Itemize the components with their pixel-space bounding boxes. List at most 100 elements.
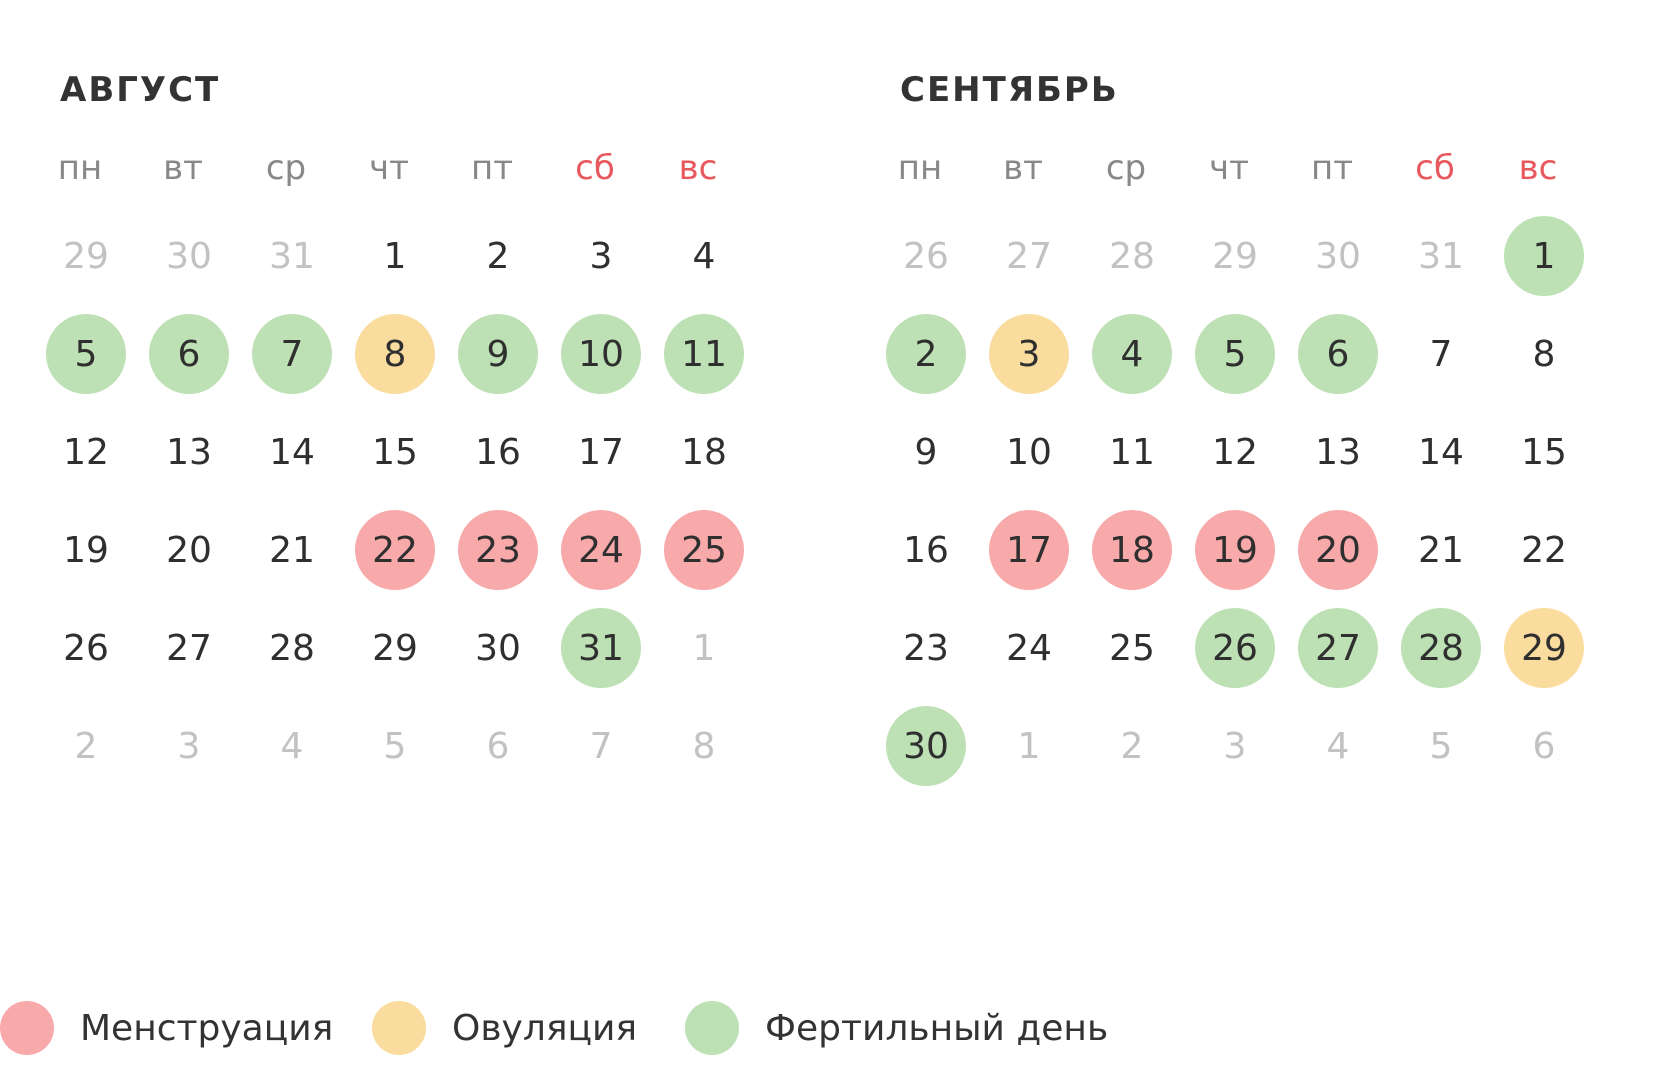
day-cell[interactable]: 24 [1006, 627, 1052, 669]
day-cell[interactable]: 27 [166, 627, 212, 669]
day-cell[interactable]: 29 [1504, 608, 1584, 688]
day-cell-other-month[interactable]: 2 [1120, 725, 1144, 767]
day-cell[interactable]: 22 [355, 510, 435, 590]
day-cell[interactable]: 18 [1092, 510, 1172, 590]
day-cell-other-month[interactable]: 30 [1315, 235, 1361, 277]
day-cell[interactable]: 12 [63, 431, 109, 473]
day-cell[interactable]: 29 [372, 627, 418, 669]
day-cell[interactable]: 8 [355, 314, 435, 394]
day-cell[interactable]: 1 [1504, 216, 1584, 296]
day-cell[interactable]: 30 [475, 627, 521, 669]
day-cell[interactable]: 3 [989, 314, 1069, 394]
weekday-label: пн [897, 148, 943, 188]
day-cell-other-month[interactable]: 8 [692, 725, 716, 767]
day-cell[interactable]: 4 [692, 235, 716, 277]
legend-dot-ovulation [372, 1001, 426, 1055]
day-cell[interactable]: 9 [458, 314, 538, 394]
day-cell[interactable]: 1 [383, 235, 407, 277]
day-cell-other-month[interactable]: 4 [280, 725, 304, 767]
day-cell-other-month[interactable]: 4 [1326, 725, 1350, 767]
weekday-label: вс [1518, 148, 1558, 188]
weekday-label: вт [163, 148, 203, 188]
day-cell[interactable]: 28 [269, 627, 315, 669]
day-cell[interactable]: 21 [269, 529, 315, 571]
day-cell-other-month[interactable]: 27 [1006, 235, 1052, 277]
weekday-label: вс [678, 148, 718, 188]
day-cell-other-month[interactable]: 29 [63, 235, 109, 277]
day-cell[interactable]: 15 [1521, 431, 1567, 473]
day-cell[interactable]: 20 [166, 529, 212, 571]
day-cell[interactable]: 9 [914, 431, 938, 473]
day-cell[interactable]: 8 [1532, 333, 1556, 375]
month-title: СЕНТЯБРЬ [900, 70, 1119, 110]
day-cell[interactable]: 24 [561, 510, 641, 590]
day-cell-other-month[interactable]: 2 [74, 725, 98, 767]
legend-dot-menstruation [0, 1001, 54, 1055]
day-cell[interactable]: 16 [475, 431, 521, 473]
weekday-label: чт [1209, 148, 1249, 188]
day-cell-other-month[interactable]: 30 [166, 235, 212, 277]
day-cell[interactable]: 6 [1298, 314, 1378, 394]
day-cell[interactable]: 25 [1109, 627, 1155, 669]
day-cell[interactable]: 4 [1092, 314, 1172, 394]
day-cell[interactable]: 20 [1298, 510, 1378, 590]
weekday-label: сб [1415, 148, 1455, 188]
day-cell[interactable]: 17 [989, 510, 1069, 590]
day-cell-other-month[interactable]: 6 [1532, 725, 1556, 767]
weekday-header: пн вт ср чт пт сб вс [40, 138, 810, 198]
day-cell[interactable]: 23 [458, 510, 538, 590]
day-cell-other-month[interactable]: 1 [1017, 725, 1041, 767]
day-cell[interactable]: 31 [561, 608, 641, 688]
day-cell[interactable]: 10 [561, 314, 641, 394]
day-cell-other-month[interactable]: 28 [1109, 235, 1155, 277]
day-cell[interactable]: 15 [372, 431, 418, 473]
weekday-label: чт [369, 148, 409, 188]
day-cell[interactable]: 14 [269, 431, 315, 473]
day-cell-other-month[interactable]: 29 [1212, 235, 1258, 277]
day-cell[interactable]: 16 [903, 529, 949, 571]
day-cell-other-month[interactable]: 6 [486, 725, 510, 767]
day-cell-other-month[interactable]: 5 [1429, 725, 1453, 767]
day-cell[interactable]: 23 [903, 627, 949, 669]
day-cell[interactable]: 3 [589, 235, 613, 277]
day-cell-other-month[interactable]: 7 [589, 725, 613, 767]
day-cell[interactable]: 25 [664, 510, 744, 590]
day-cell[interactable]: 2 [486, 235, 510, 277]
day-cell[interactable]: 11 [1109, 431, 1155, 473]
day-cell[interactable]: 17 [578, 431, 624, 473]
day-cell[interactable]: 13 [166, 431, 212, 473]
day-cell-other-month[interactable]: 31 [269, 235, 315, 277]
day-cell[interactable]: 26 [63, 627, 109, 669]
day-cell-other-month[interactable]: 1 [692, 627, 716, 669]
weekday-header: пн вт ср чт пт сб вс [880, 138, 1650, 198]
day-cell-other-month[interactable]: 5 [383, 725, 407, 767]
day-cell[interactable]: 5 [1195, 314, 1275, 394]
day-cell[interactable]: 7 [1429, 333, 1453, 375]
day-cell[interactable]: 28 [1401, 608, 1481, 688]
day-cell[interactable]: 11 [664, 314, 744, 394]
day-cell[interactable]: 18 [681, 431, 727, 473]
day-cell[interactable]: 12 [1212, 431, 1258, 473]
day-cell[interactable]: 10 [1006, 431, 1052, 473]
day-cell-other-month[interactable]: 31 [1418, 235, 1464, 277]
day-cell-other-month[interactable]: 3 [1223, 725, 1247, 767]
day-cell[interactable]: 27 [1298, 608, 1378, 688]
day-cell[interactable]: 13 [1315, 431, 1361, 473]
day-cell-other-month[interactable]: 26 [903, 235, 949, 277]
day-cell[interactable]: 26 [1195, 608, 1275, 688]
day-cell[interactable]: 6 [149, 314, 229, 394]
day-cell-other-month[interactable]: 3 [177, 725, 201, 767]
legend-item-fertile: Фертильный день [685, 1000, 1108, 1056]
day-cell[interactable]: 22 [1521, 529, 1567, 571]
day-cell[interactable]: 30 [886, 706, 966, 786]
weekday-label: пн [57, 148, 103, 188]
weekday-label: пт [470, 148, 514, 188]
day-cell[interactable]: 19 [1195, 510, 1275, 590]
day-cell[interactable]: 19 [63, 529, 109, 571]
day-cell[interactable]: 2 [886, 314, 966, 394]
day-cell[interactable]: 14 [1418, 431, 1464, 473]
day-cell[interactable]: 7 [252, 314, 332, 394]
day-cell[interactable]: 21 [1418, 529, 1464, 571]
day-cell[interactable]: 5 [46, 314, 126, 394]
